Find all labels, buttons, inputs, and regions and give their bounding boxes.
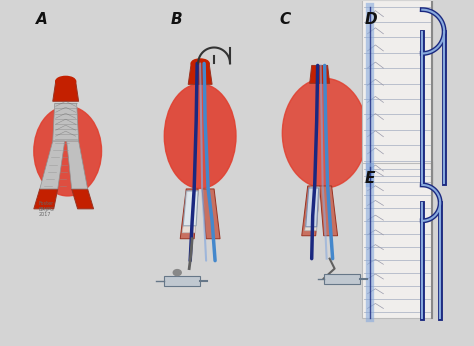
Ellipse shape [191,59,209,68]
Ellipse shape [34,106,101,196]
Polygon shape [183,191,198,226]
Ellipse shape [173,270,181,275]
Ellipse shape [283,79,367,188]
Ellipse shape [56,76,76,86]
Polygon shape [305,187,319,231]
Polygon shape [53,103,79,141]
Polygon shape [34,189,58,209]
Text: A: A [36,12,47,27]
Polygon shape [363,163,431,318]
Text: Foster
BMJPG
2017: Foster BMJPG 2017 [39,201,55,218]
Text: D: D [365,12,377,27]
Polygon shape [302,186,319,236]
Polygon shape [67,141,88,189]
Polygon shape [310,65,329,83]
Polygon shape [53,81,79,101]
Polygon shape [202,189,220,239]
Polygon shape [363,0,431,183]
Polygon shape [164,275,200,285]
Polygon shape [40,141,64,189]
Polygon shape [324,274,359,284]
Polygon shape [72,189,93,209]
Ellipse shape [164,84,236,189]
Text: C: C [280,12,291,27]
Text: B: B [170,12,182,27]
Polygon shape [188,63,212,84]
Polygon shape [182,191,198,233]
Polygon shape [319,186,337,236]
Text: E: E [365,171,375,186]
Polygon shape [306,188,319,227]
Polygon shape [180,189,198,239]
